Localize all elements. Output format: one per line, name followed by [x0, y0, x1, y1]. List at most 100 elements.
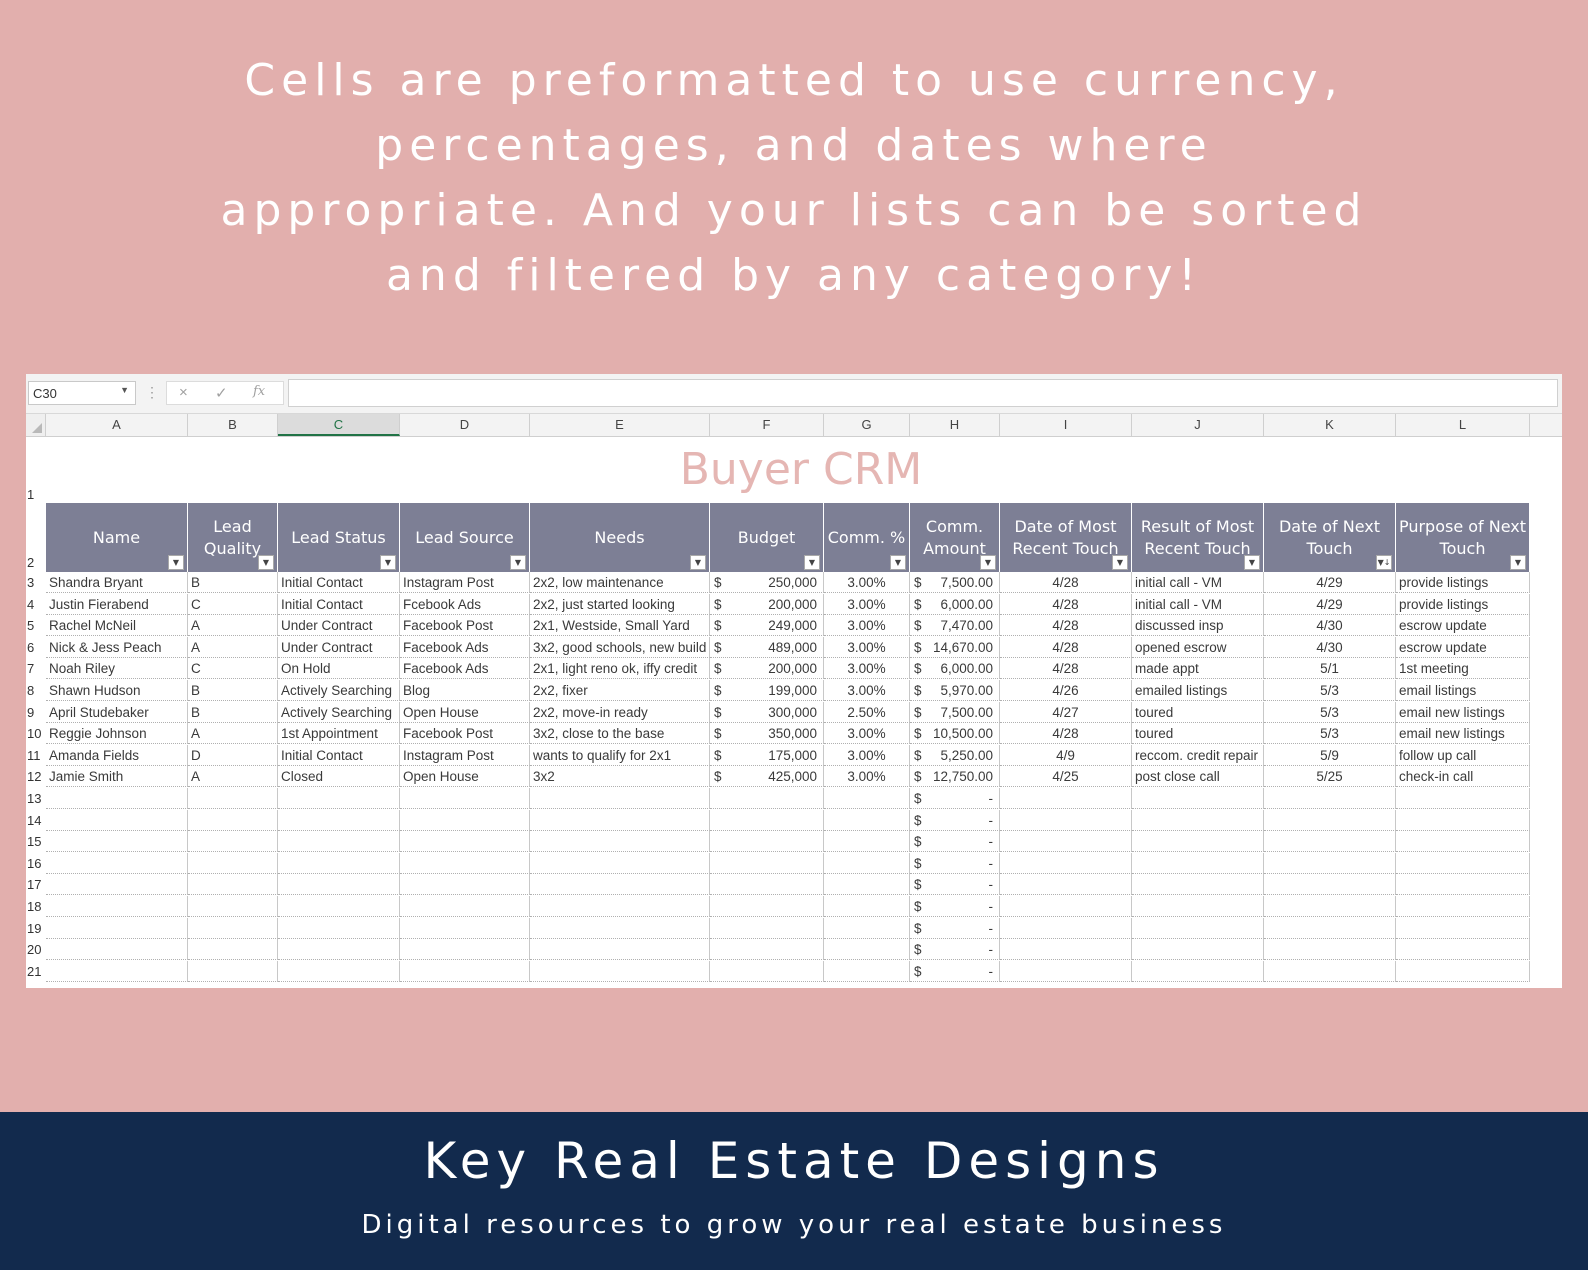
function-icon[interactable]: fx	[253, 384, 266, 399]
cell-recent-date[interactable]: 4/28	[1000, 593, 1132, 615]
cell-comm[interactable]: $7,470.00	[910, 615, 1000, 637]
cell-next-date[interactable]: 4/29	[1264, 593, 1396, 615]
column-header-b[interactable]: B	[188, 414, 278, 436]
row-number[interactable]: 21	[27, 963, 42, 979]
cell-budget[interactable]	[710, 939, 824, 961]
cell-quality[interactable]: A	[188, 615, 278, 637]
chevron-down-icon[interactable]: ▼	[120, 385, 129, 395]
row-number[interactable]: 13	[27, 791, 42, 806]
cell-name[interactable]: Noah Riley	[46, 658, 188, 680]
cell-pct[interactable]: 3.00%	[824, 723, 910, 745]
cell-needs[interactable]	[530, 917, 710, 939]
filter-dropdown-icon[interactable]: ▼	[1244, 555, 1260, 570]
cell-name[interactable]	[46, 788, 188, 809]
cell-quality[interactable]	[188, 917, 278, 939]
cell-recent-result[interactable]: reccom. credit repair	[1132, 744, 1264, 766]
cell-source[interactable]	[400, 809, 530, 831]
cell-source[interactable]	[400, 917, 530, 939]
cell-next-purpose[interactable]: provide listings	[1396, 593, 1530, 615]
cell-budget[interactable]: $300,000	[710, 701, 824, 723]
cell-quality[interactable]	[188, 831, 278, 853]
cell-recent-date[interactable]	[1000, 896, 1132, 917]
cell-needs[interactable]: 3x2, close to the base	[530, 723, 710, 745]
cell-name[interactable]	[46, 874, 188, 896]
cell-next-date[interactable]: 5/1	[1264, 658, 1396, 680]
row-number[interactable]: 14	[27, 812, 42, 828]
cell-recent-result[interactable]	[1132, 809, 1264, 831]
cell-quality[interactable]: C	[188, 593, 278, 615]
cell-status[interactable]	[278, 960, 400, 982]
cell-comm[interactable]: $6,000.00	[910, 593, 1000, 615]
cell-comm[interactable]: $ -	[910, 809, 1000, 831]
cell-budget[interactable]: $250,000	[710, 572, 824, 593]
cell-pct[interactable]	[824, 809, 910, 831]
cell-pct[interactable]: 3.00%	[824, 744, 910, 766]
cell-budget[interactable]: $425,000	[710, 766, 824, 788]
cell-next-purpose[interactable]	[1396, 788, 1530, 809]
cell-needs[interactable]: 2x2, move-in ready	[530, 701, 710, 723]
formula-input[interactable]	[288, 379, 1558, 407]
cell-pct[interactable]: 3.00%	[824, 636, 910, 658]
cell-source[interactable]	[400, 831, 530, 853]
cell-next-purpose[interactable]	[1396, 852, 1530, 874]
cell-status[interactable]	[278, 874, 400, 896]
cell-pct[interactable]	[824, 939, 910, 961]
cell-comm[interactable]: $ -	[910, 788, 1000, 809]
filter-dropdown-icon[interactable]: ▼	[690, 555, 706, 570]
row-number[interactable]: 16	[27, 855, 42, 871]
enter-icon[interactable]: ✓	[215, 385, 228, 402]
cell-recent-result[interactable]: toured	[1132, 701, 1264, 723]
cell-pct[interactable]	[824, 917, 910, 939]
cell-budget[interactable]: $199,000	[710, 680, 824, 701]
cell-comm[interactable]: $ -	[910, 917, 1000, 939]
cell-comm[interactable]: $7,500.00	[910, 572, 1000, 593]
cell-pct[interactable]: 2.50%	[824, 701, 910, 723]
filter-dropdown-icon[interactable]: ▼	[1510, 555, 1526, 570]
cell-status[interactable]: Actively Searching	[278, 680, 400, 701]
cell-name[interactable]	[46, 960, 188, 982]
cell-comm[interactable]: $12,750.00	[910, 766, 1000, 788]
cell-next-purpose[interactable]	[1396, 896, 1530, 917]
cell-next-date[interactable]: 4/30	[1264, 615, 1396, 637]
cell-next-date[interactable]	[1264, 960, 1396, 982]
cell-recent-result[interactable]	[1132, 831, 1264, 853]
cell-quality[interactable]: B	[188, 701, 278, 723]
cell-quality[interactable]	[188, 809, 278, 831]
cell-next-date[interactable]	[1264, 896, 1396, 917]
cell-comm[interactable]: $ -	[910, 852, 1000, 874]
cell-needs[interactable]: 3x2	[530, 766, 710, 788]
cell-name[interactable]	[46, 896, 188, 917]
cell-name[interactable]: Rachel McNeil	[46, 615, 188, 637]
cell-recent-date[interactable]: 4/28	[1000, 572, 1132, 593]
cell-pct[interactable]: 3.00%	[824, 658, 910, 680]
cell-recent-result[interactable]: opened escrow	[1132, 636, 1264, 658]
cell-source[interactable]: Facebook Ads	[400, 658, 530, 680]
sort-filter-icon[interactable]: ▼↓	[1376, 555, 1392, 570]
cell-next-purpose[interactable]	[1396, 960, 1530, 982]
cell-source[interactable]	[400, 788, 530, 809]
cell-recent-date[interactable]: 4/25	[1000, 766, 1132, 788]
cell-pct[interactable]	[824, 831, 910, 853]
cell-needs[interactable]: 2x2, fixer	[530, 680, 710, 701]
cell-recent-date[interactable]	[1000, 831, 1132, 853]
cell-next-date[interactable]	[1264, 852, 1396, 874]
cell-recent-result[interactable]	[1132, 939, 1264, 961]
row-number[interactable]: 18	[27, 899, 42, 914]
row-number[interactable]: 6	[27, 639, 35, 655]
cell-next-date[interactable]	[1264, 809, 1396, 831]
cell-recent-date[interactable]	[1000, 809, 1132, 831]
cell-needs[interactable]: 2x1, light reno ok, iffy credit	[530, 658, 710, 680]
column-header-f[interactable]: F	[710, 414, 824, 436]
cell-source[interactable]	[400, 874, 530, 896]
cancel-icon[interactable]: ×	[179, 384, 188, 401]
cell-status[interactable]: Closed	[278, 766, 400, 788]
cell-next-date[interactable]	[1264, 831, 1396, 853]
column-header-e[interactable]: E	[530, 414, 710, 436]
cell-source[interactable]: Instagram Post	[400, 744, 530, 766]
cell-next-date[interactable]	[1264, 874, 1396, 896]
cell-recent-date[interactable]	[1000, 852, 1132, 874]
cell-quality[interactable]	[188, 939, 278, 961]
cell-next-purpose[interactable]: escrow update	[1396, 615, 1530, 637]
cell-quality[interactable]	[188, 852, 278, 874]
cell-pct[interactable]	[824, 852, 910, 874]
